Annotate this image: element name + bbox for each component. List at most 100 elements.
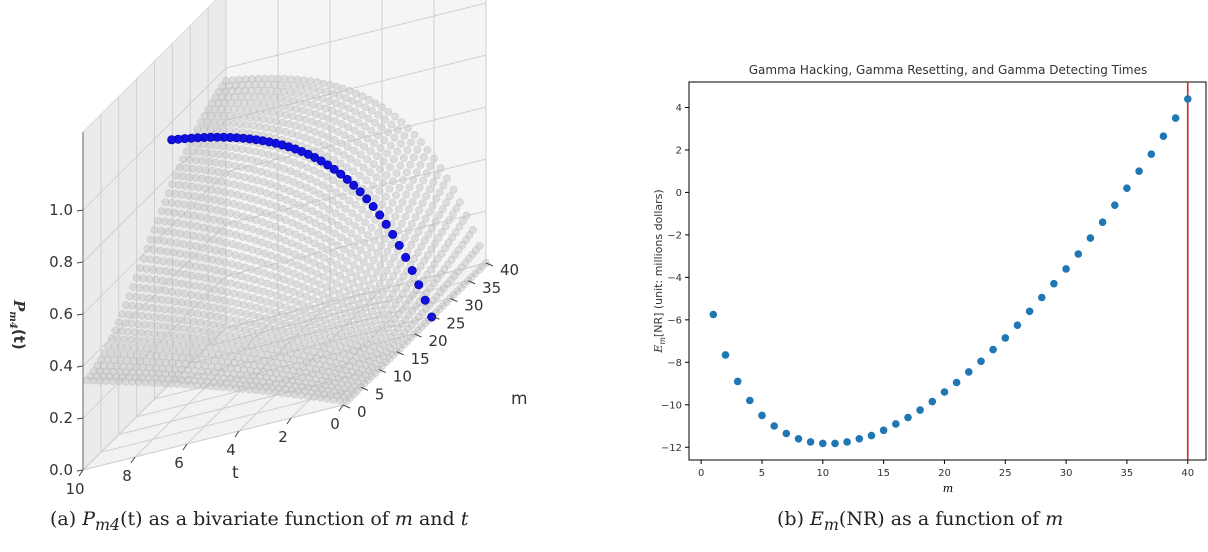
surface-point [175, 163, 184, 172]
plot-frame [688, 81, 1207, 461]
surface-point [420, 236, 429, 245]
axis-ticks: 0 5 10 15 20 25 30 35 40 −12 −10 −8 −6 −4 −2 0 2 4 [661, 103, 1194, 479]
surface-point [205, 245, 214, 253]
surface-point [332, 188, 341, 197]
surface-point [209, 235, 217, 244]
surface-point [150, 313, 159, 321]
surface-point [389, 272, 398, 281]
surface-point [332, 279, 341, 288]
surface-point [132, 273, 141, 282]
surface-point [376, 165, 384, 174]
surface-point [244, 164, 252, 173]
surface-point [349, 167, 358, 176]
surface-point [206, 224, 214, 233]
surface-point [242, 223, 251, 232]
surface-point [308, 207, 317, 216]
highlight-point [349, 180, 359, 190]
surface-point [166, 338, 174, 347]
surface-point [443, 174, 451, 183]
surface-point [283, 175, 291, 184]
surface-point [285, 207, 294, 216]
surface-point [142, 264, 151, 273]
z-tick-label: 0.0 [49, 461, 73, 479]
surface-point [214, 87, 223, 96]
y-tick-label: 30 [464, 297, 483, 315]
surface-point [220, 296, 228, 305]
x-tick-label: 40 [1181, 468, 1194, 479]
surface-point [387, 240, 395, 249]
surface-point [405, 279, 414, 287]
surface-point [291, 314, 300, 323]
surface-point [289, 287, 298, 296]
surface-point [165, 258, 174, 266]
surface-point [285, 120, 293, 128]
data-point [1086, 234, 1095, 242]
surface-point [362, 287, 370, 296]
surface-point [172, 239, 181, 247]
surface-point [355, 171, 364, 180]
surface-point [284, 247, 292, 256]
surface-point [153, 321, 162, 330]
surface-point [281, 236, 289, 245]
surface-point [93, 361, 102, 370]
surface-point [329, 268, 338, 277]
surface-point [143, 344, 151, 353]
surface-point [159, 338, 168, 347]
x-tick-label: 15 [877, 468, 890, 479]
surface-point [189, 317, 198, 326]
surface-point [242, 203, 251, 212]
surface-point [362, 269, 371, 278]
surface-point [241, 154, 250, 163]
surface-point [399, 176, 407, 184]
surface-point [249, 121, 257, 130]
surface-point [287, 75, 295, 84]
surface-point [190, 192, 199, 201]
surface-point [344, 123, 353, 131]
surface-point [298, 106, 307, 115]
surface-point [303, 255, 312, 264]
surface-point [316, 169, 325, 178]
surface-point [210, 285, 219, 294]
surface-point [398, 198, 407, 206]
surface-point [386, 141, 395, 150]
surface-point [204, 284, 212, 292]
surface-point [342, 183, 351, 192]
surface-point [219, 314, 228, 322]
surface-point [82, 376, 91, 385]
surface-point [275, 126, 283, 135]
surface-point [171, 278, 180, 287]
surface-point [193, 309, 202, 318]
surface-point [225, 315, 234, 323]
surface-point [222, 218, 231, 227]
surface-point [347, 326, 355, 335]
surface-point [172, 339, 181, 348]
surface-point [261, 249, 269, 258]
surface-point [154, 216, 162, 225]
surface-point [324, 225, 333, 234]
surface-point [384, 310, 393, 319]
surface-point [322, 193, 330, 202]
surface-point [169, 248, 178, 257]
surface-point [325, 293, 334, 302]
surface-point [252, 216, 261, 225]
surface-point [267, 251, 276, 260]
surface-point [360, 122, 369, 131]
z-tick-label: 0.6 [49, 305, 73, 323]
caption-b-sub: m [823, 514, 839, 534]
surface-point [338, 101, 347, 110]
surface-point [213, 186, 222, 195]
surface-point [179, 340, 187, 348]
x-tick-label: 6 [174, 454, 184, 472]
surface-point [322, 88, 331, 96]
surface-point [185, 340, 194, 349]
surface-point [224, 160, 233, 169]
surface-point [295, 97, 304, 106]
surface-point [431, 217, 440, 226]
surface-point [364, 210, 373, 219]
x-tick-label: 5 [759, 468, 765, 479]
surface-point [365, 95, 373, 104]
surface-point [448, 233, 457, 242]
surface-point [234, 171, 242, 180]
surface-point [182, 347, 190, 356]
surface-point [189, 231, 198, 240]
